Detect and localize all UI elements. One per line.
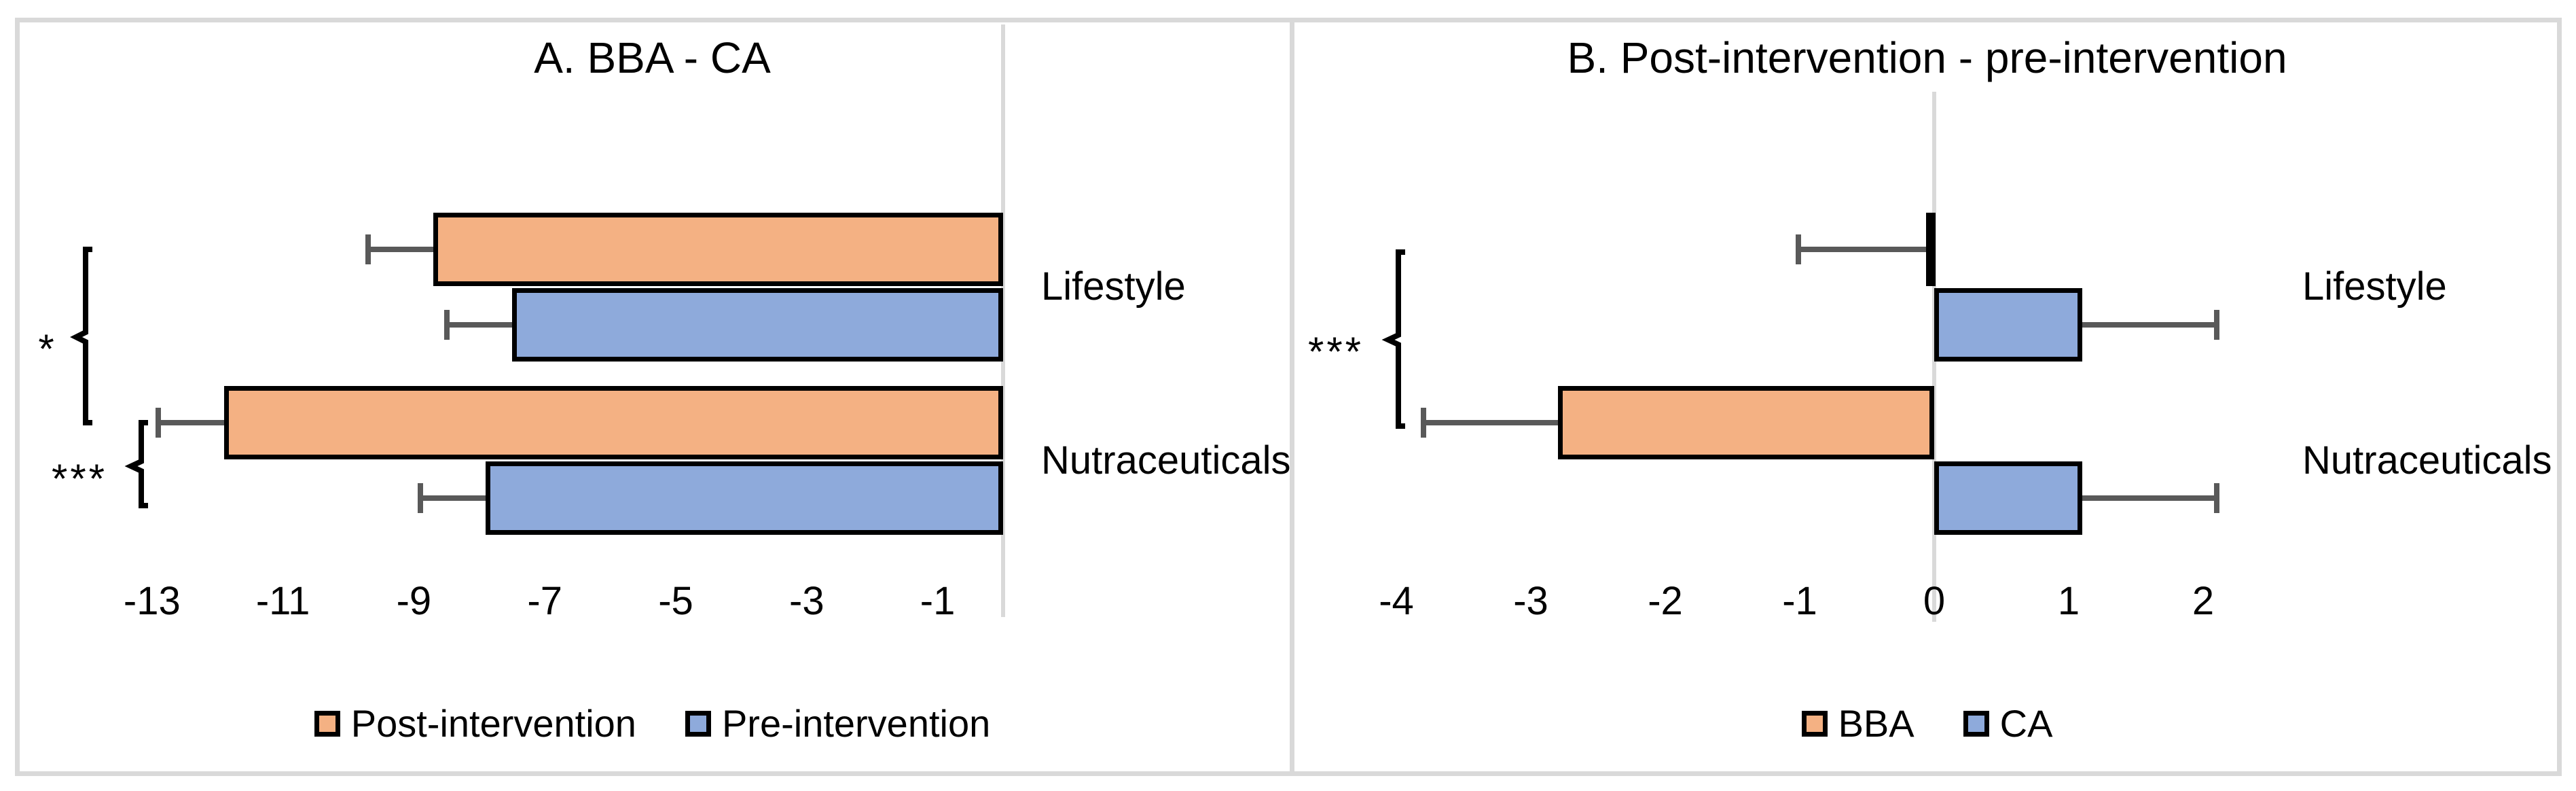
panel-a-tick-label: -1 bbox=[920, 579, 956, 623]
bracket-a-triple-star bbox=[124, 420, 148, 508]
panel-b-bar-nutraceuticals-ca bbox=[1934, 461, 2082, 535]
panel-a-error-bar bbox=[446, 322, 512, 328]
panel-a-tick-label: -3 bbox=[789, 579, 824, 623]
panel-b-error-bar bbox=[2082, 322, 2217, 328]
sig-label-a-lifestyle-vs-nutra: * bbox=[38, 326, 57, 372]
panel-b-legend: BBA CA bbox=[1292, 704, 2562, 743]
panel-a-bar-lifestyle-post-intervention bbox=[433, 213, 1003, 286]
panel-a-bar-nutraceuticals-pre-intervention bbox=[486, 461, 1003, 535]
panel-a-error-bar-cap bbox=[365, 234, 371, 264]
panel-b-legend-item: BBA bbox=[1801, 702, 1915, 745]
panel-a-legend: Post-intervention Pre-intervention bbox=[15, 704, 1290, 743]
panel-b-tick-label: 0 bbox=[1923, 579, 1946, 623]
panel-b-tick-label: 1 bbox=[2057, 579, 2080, 623]
panel-a-tick-label: -5 bbox=[658, 579, 693, 623]
panel-b-legend-swatch bbox=[1963, 711, 1989, 737]
panel-a-error-bar bbox=[367, 247, 434, 252]
panel-a-error-bar bbox=[158, 420, 224, 425]
panel-b-tick-label: -3 bbox=[1513, 579, 1548, 623]
panel-b-tick-label: -1 bbox=[1782, 579, 1817, 623]
panel-b-bar-lifestyle-ca bbox=[1934, 288, 2082, 362]
panel-a-legend-label: Pre-intervention bbox=[721, 702, 991, 745]
panel-a-tick-label: -13 bbox=[123, 579, 181, 623]
sig-label-a-nutraceuticals: *** bbox=[51, 456, 108, 502]
panel-b-category-label: Nutraceuticals bbox=[2302, 438, 2552, 482]
panel-b-bar-lifestyle-bba bbox=[1926, 213, 1936, 286]
panel-b-error-bar-cap bbox=[1420, 408, 1426, 438]
panel-a-error-bar-cap bbox=[418, 483, 424, 513]
panel-b-tick-label: -2 bbox=[1648, 579, 1683, 623]
panel-b-error-bar-cap bbox=[1795, 234, 1801, 264]
sig-label-b: *** bbox=[1307, 329, 1364, 374]
panel-b-tick-label: -4 bbox=[1379, 579, 1414, 623]
panel-a-category-label: Lifestyle bbox=[1041, 264, 1186, 309]
panel-b-legend-swatch bbox=[1801, 711, 1828, 737]
panel-b-error-bar bbox=[1798, 247, 1926, 252]
panel-b-legend-label: CA bbox=[1999, 702, 2053, 745]
panel-a-bar-lifestyle-pre-intervention bbox=[512, 288, 1003, 362]
panel-b-legend-label: BBA bbox=[1838, 702, 1915, 745]
panel-a-category-label: Nutraceuticals bbox=[1041, 438, 1291, 482]
panel-b-legend-item: CA bbox=[1963, 702, 2053, 745]
panel-b-error-bar bbox=[1423, 420, 1558, 425]
panel-a-bar-nutraceuticals-post-intervention bbox=[223, 386, 1003, 459]
panel-a-legend-label: Post-intervention bbox=[350, 702, 636, 745]
bracket-a-star bbox=[70, 247, 92, 425]
panel-a-legend-swatch bbox=[314, 711, 340, 737]
panel-a-tick-label: -7 bbox=[527, 579, 562, 623]
panel-a-tick-label: -9 bbox=[396, 579, 432, 623]
panel-b-title: B. Post-intervention - pre-intervention bbox=[1567, 33, 2287, 82]
panel-a-error-bar-cap bbox=[443, 310, 450, 340]
panel-a-legend-swatch bbox=[685, 711, 711, 737]
panel-b-error-bar bbox=[2082, 495, 2217, 501]
panel-divider bbox=[1290, 18, 1294, 776]
figure-border bbox=[15, 18, 2562, 776]
panel-a-axis-line bbox=[1001, 24, 1005, 617]
panel-b-category-label: Lifestyle bbox=[2302, 264, 2447, 309]
bracket-b-triple-star bbox=[1381, 249, 1405, 429]
panel-a-error-bar-cap bbox=[156, 408, 162, 438]
panel-a-legend-item: Post-intervention bbox=[314, 704, 636, 743]
panel-a-title: A. BBA - CA bbox=[534, 33, 771, 82]
panel-b-bar-nutraceuticals-bba bbox=[1557, 386, 1934, 459]
panel-b-tick-label: 2 bbox=[2192, 579, 2215, 623]
panel-a-tick-label: -11 bbox=[255, 579, 310, 623]
panel-a-legend-item: Pre-intervention bbox=[685, 704, 990, 743]
panel-b-error-bar-cap bbox=[2213, 310, 2219, 340]
panel-a-error-bar bbox=[420, 495, 486, 501]
panel-b-error-bar-cap bbox=[2213, 483, 2219, 513]
